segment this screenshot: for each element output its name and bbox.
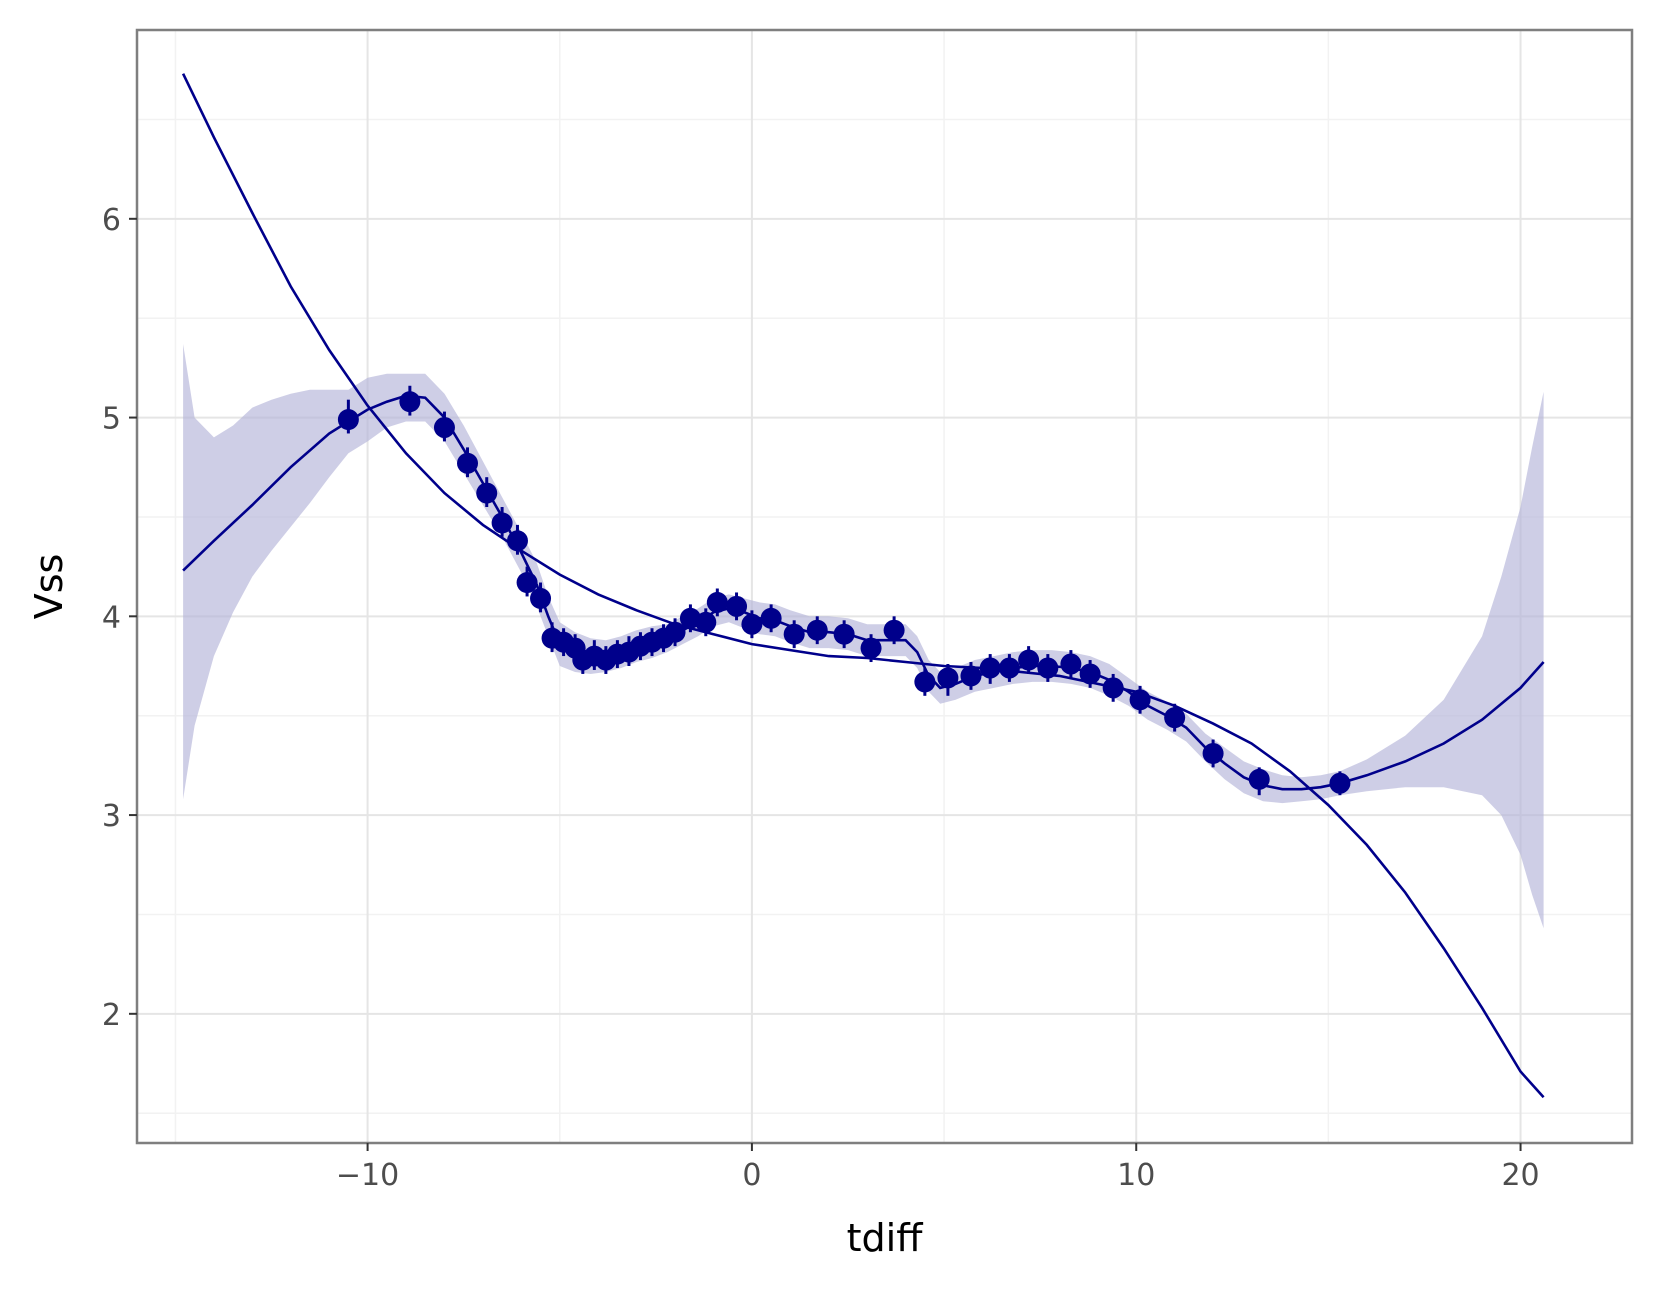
polynomial-fit-line <box>181 73 1545 1099</box>
data-point <box>726 595 748 617</box>
data-point <box>516 572 538 594</box>
data-point <box>457 452 479 474</box>
data-point <box>937 667 959 689</box>
data-point <box>1164 707 1186 729</box>
data-point <box>914 671 936 693</box>
y-axis: 2 3 4 5 6 <box>102 203 137 1033</box>
x-axis-title: tdiff <box>847 1216 924 1260</box>
y-tick-label: 4 <box>102 600 121 635</box>
data-point <box>1037 657 1059 679</box>
data-point <box>1060 653 1082 675</box>
data-point <box>530 587 552 609</box>
data-point <box>337 409 359 431</box>
data-points <box>337 391 1351 794</box>
panel-border <box>135 28 1634 1145</box>
data-point <box>860 637 882 659</box>
x-axis: −10 0 10 20 <box>336 1143 1540 1193</box>
data-point <box>760 607 782 629</box>
data-point <box>1248 768 1270 790</box>
data-point <box>664 621 686 643</box>
data-point <box>1102 677 1124 699</box>
y-tick-label: 2 <box>102 998 121 1033</box>
data-point <box>706 591 728 613</box>
data-point <box>1329 772 1351 794</box>
data-point <box>476 482 498 504</box>
confidence-band <box>183 344 1544 929</box>
x-tick-label: 10 <box>1117 1158 1155 1193</box>
data-point <box>979 657 1001 679</box>
data-point <box>833 623 855 645</box>
x-tick-label: 20 <box>1501 1158 1539 1193</box>
data-point <box>783 623 805 645</box>
data-point <box>1018 649 1040 671</box>
data-point <box>806 619 828 641</box>
data-point <box>998 657 1020 679</box>
data-point <box>399 391 421 413</box>
data-point <box>883 619 905 641</box>
data-point <box>741 613 763 635</box>
data-point <box>506 530 528 552</box>
data-point <box>1079 663 1101 685</box>
y-tick-label: 3 <box>102 799 121 834</box>
panel-background <box>137 30 1632 1143</box>
y-tick-label: 6 <box>102 203 121 238</box>
y-tick-label: 5 <box>102 402 121 437</box>
data-point <box>433 417 455 438</box>
data-point <box>1129 689 1151 711</box>
data-point <box>491 512 513 534</box>
y-axis-title: Vss <box>27 554 71 620</box>
data-point <box>695 611 717 633</box>
data-point <box>960 665 982 687</box>
minor-gridlines <box>137 30 1632 1143</box>
x-tick-label: −10 <box>336 1158 399 1193</box>
data-point <box>1202 742 1224 764</box>
x-tick-label: 0 <box>742 1158 761 1193</box>
plot-content <box>181 73 1545 1099</box>
